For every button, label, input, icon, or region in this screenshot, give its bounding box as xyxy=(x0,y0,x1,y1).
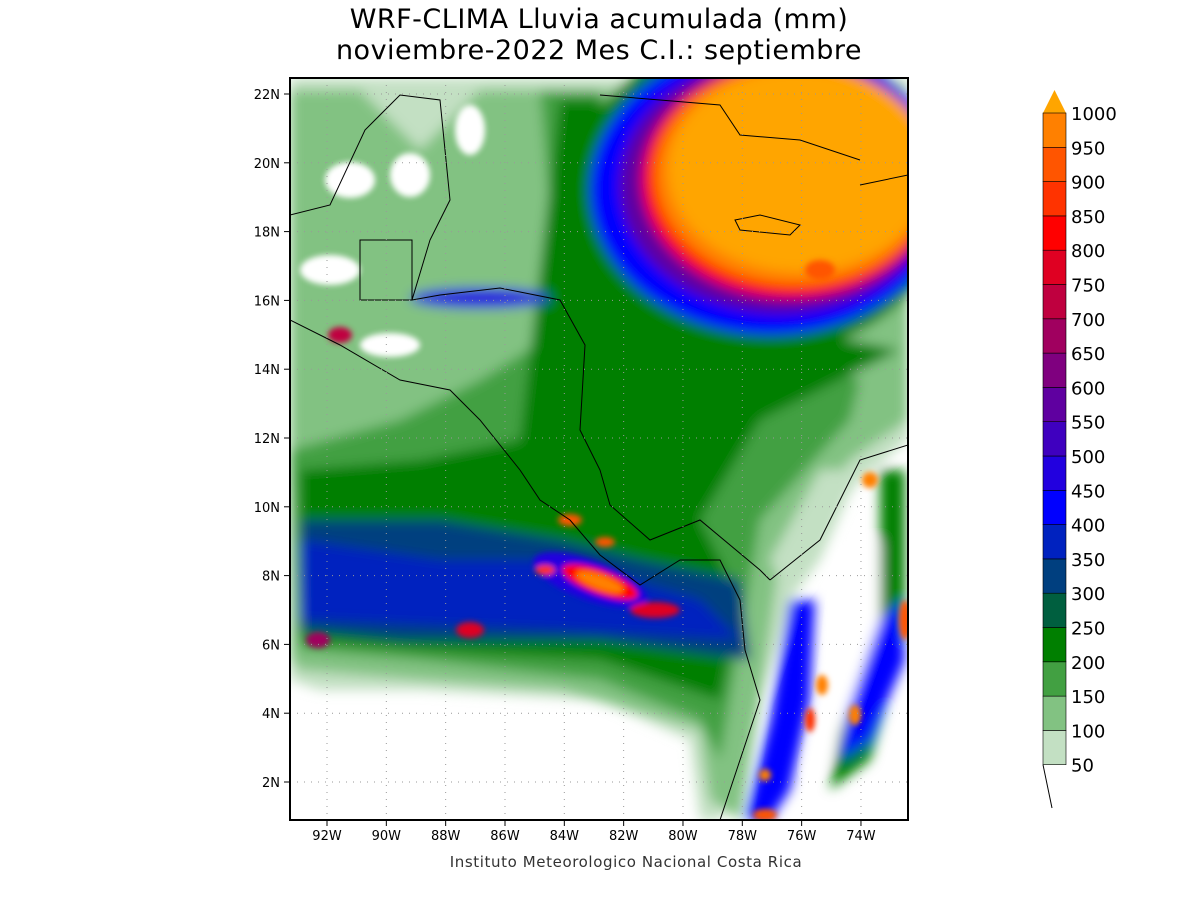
lon-tick-label: 90W xyxy=(372,829,402,844)
figure-subtitle: noviembre-2022 Mes C.I.: septiembre xyxy=(335,35,863,66)
colorbar-label: 750 xyxy=(1071,276,1105,297)
lon-tick-label: 78W xyxy=(728,829,758,844)
lon-tick-label: 82W xyxy=(609,829,639,844)
colorbar-label: 1000 xyxy=(1071,104,1117,125)
colorbar-label: 200 xyxy=(1071,653,1105,674)
lat-tick-label: 20N xyxy=(254,157,280,172)
colorbar-swatch xyxy=(1042,730,1067,766)
lat-tick-label: 8N xyxy=(262,570,280,585)
lat-tick-label: 2N xyxy=(262,776,280,791)
longitude-axis: 92W 90W 88W 86W 84W 82W 80W 78W 76W 74W xyxy=(312,820,876,844)
map-frame xyxy=(289,77,909,821)
lat-tick-label: 14N xyxy=(254,363,280,378)
colorbar-label: 550 xyxy=(1071,413,1105,434)
colorbar-label: 850 xyxy=(1071,207,1105,228)
colorbar-swatch xyxy=(1042,455,1067,491)
colorbar-swatch xyxy=(1042,661,1067,697)
colorbar-swatch xyxy=(1042,215,1067,251)
colorbar-label: 500 xyxy=(1071,447,1105,468)
coastlines xyxy=(290,94,908,820)
lat-tick-label: 16N xyxy=(254,294,280,309)
lon-tick-label: 74W xyxy=(846,829,876,844)
lon-tick-label: 88W xyxy=(431,829,461,844)
lat-tick-label: 6N xyxy=(262,638,280,653)
lat-tick-label: 10N xyxy=(254,501,280,516)
colorbar-label: 250 xyxy=(1071,619,1105,640)
colorbar-label: 700 xyxy=(1071,310,1105,331)
precipitation-field xyxy=(290,78,908,820)
colorbar-swatch xyxy=(1042,421,1067,457)
colorbar-label: 50 xyxy=(1071,756,1094,777)
colorbar-swatch xyxy=(1042,524,1067,560)
lon-tick-label: 76W xyxy=(787,829,817,844)
colorbar-label: 800 xyxy=(1071,241,1105,262)
colorbar-swatch xyxy=(1042,627,1067,663)
colorbar-label: 900 xyxy=(1071,173,1105,194)
colorbar-label: 100 xyxy=(1071,721,1105,742)
colorbar-swatch xyxy=(1042,181,1067,217)
colorbar-swatch xyxy=(1042,592,1067,628)
colorbar-swatch xyxy=(1042,695,1067,731)
lon-tick-label: 80W xyxy=(668,829,698,844)
colorbar-label: 350 xyxy=(1071,550,1105,571)
colorbar-swatch xyxy=(1042,112,1067,148)
colorbar-label: 400 xyxy=(1071,516,1105,537)
colorbar-over-triangle xyxy=(1043,90,1066,113)
colorbar-swatch xyxy=(1042,147,1067,182)
colorbar-label: 150 xyxy=(1071,687,1105,708)
colorbar-swatch xyxy=(1042,249,1067,285)
lat-tick-label: 12N xyxy=(254,432,280,447)
colorbar-swatch xyxy=(1042,387,1067,422)
colorbar-label: 650 xyxy=(1071,344,1105,365)
colorbar-swatch xyxy=(1042,489,1067,525)
colorbar-swatch xyxy=(1042,284,1067,320)
graticule xyxy=(290,78,908,820)
credit-text: Instituto Meteorologico Nacional Costa R… xyxy=(449,853,803,871)
lon-tick-label: 92W xyxy=(312,829,342,844)
lon-tick-label: 86W xyxy=(490,829,520,844)
colorbar-swatch xyxy=(1042,558,1067,594)
lon-tick-label: 84W xyxy=(550,829,580,844)
colorbar-label: 950 xyxy=(1071,138,1105,159)
colorbar-swatch xyxy=(1042,318,1067,354)
colorbar-swatch xyxy=(1042,352,1067,388)
colorbar-label: 300 xyxy=(1071,584,1105,605)
colorbar-under-triangle xyxy=(1042,764,1053,809)
lat-tick-label: 22N xyxy=(254,88,280,103)
figure-title: WRF-CLIMA Lluvia acumulada (mm) xyxy=(349,4,849,35)
colorbar-label: 600 xyxy=(1071,378,1105,399)
colorbar-label: 450 xyxy=(1071,481,1105,502)
lat-tick-label: 18N xyxy=(254,226,280,241)
latitude-axis: 22N 20N 18N 16N 14N 12N 10N 8N 6N 4N 2N xyxy=(254,88,290,791)
colorbar: 50 100 150 200 250 300 350 400 450 500 550 600 650 70… xyxy=(1042,90,1117,809)
lat-tick-label: 4N xyxy=(262,707,280,722)
